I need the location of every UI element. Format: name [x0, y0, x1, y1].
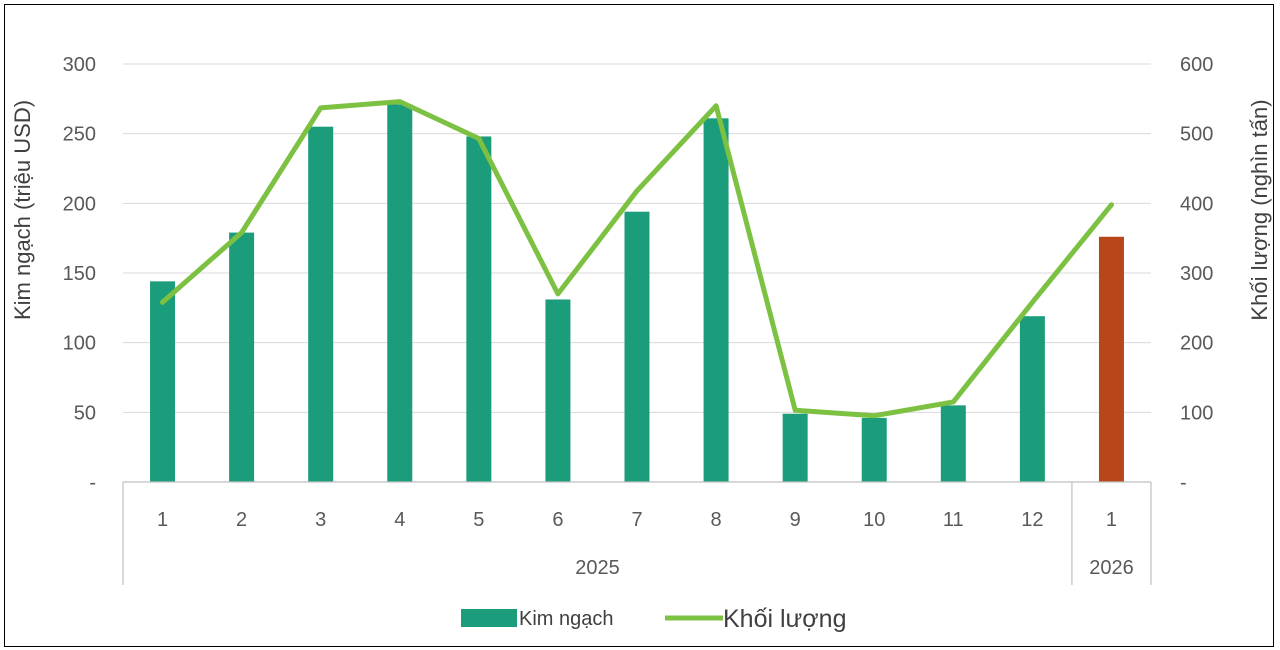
- x-tick-label: 8: [711, 509, 722, 531]
- x-tick-label: 6: [552, 509, 563, 531]
- y2-tick-label: 400: [1180, 193, 1213, 215]
- x-tick-label: 5: [473, 509, 484, 531]
- bar: [229, 232, 255, 482]
- bar: [940, 405, 966, 482]
- x-axis-ticks: 1 2 3 4 5 6 7 8 9 10 11 12 1: [157, 509, 1117, 531]
- bar: [861, 417, 887, 482]
- x-tick-label: 11: [943, 509, 964, 531]
- line-series: [160, 99, 1114, 419]
- right-axis-ticks: - 100 200 300 400 500 600: [1180, 54, 1213, 494]
- x-tick-label: 4: [394, 509, 405, 531]
- y-tick-label: 50: [74, 402, 96, 424]
- y-tick-label: 300: [63, 54, 96, 76]
- bar: [624, 211, 650, 482]
- bar: [1019, 316, 1045, 482]
- x-tick-label: 1: [1106, 509, 1117, 531]
- legend-swatch-bar: [461, 609, 517, 627]
- bar: [387, 104, 413, 482]
- left-axis-ticks: - 50 100 150 200 250 300: [63, 54, 96, 494]
- bar-series: [150, 104, 1124, 482]
- y-tick-label: 100: [63, 333, 96, 355]
- bar: [1098, 236, 1124, 482]
- y-tick-label: -: [89, 472, 96, 494]
- x-tick-label: 3: [315, 509, 326, 531]
- y2-tick-label: 200: [1180, 333, 1213, 355]
- bar: [466, 136, 492, 482]
- y-tick-label: 150: [63, 263, 96, 285]
- legend-label-line: Khối lượng: [723, 605, 846, 633]
- x-tick-label: 1: [157, 509, 168, 531]
- y2-tick-label: 500: [1180, 124, 1213, 146]
- x-tick-label: 10: [863, 509, 885, 531]
- group-label: 2026: [1089, 557, 1134, 579]
- y2-tick-label: 100: [1180, 402, 1213, 424]
- x-tick-label: 7: [631, 509, 642, 531]
- combo-chart: - 50 100 150 200 250 300 - 100 200 300 400 500 600 1…: [10, 54, 1272, 633]
- x-tick-label: 9: [790, 509, 801, 531]
- bar: [308, 126, 334, 482]
- bar: [782, 413, 808, 482]
- bar: [545, 299, 571, 482]
- y-tick-label: 200: [63, 193, 96, 215]
- x-axis-groups: 2025 2026: [575, 557, 1134, 579]
- y2-tick-label: 600: [1180, 54, 1213, 76]
- bar: [150, 281, 176, 482]
- x-tick-label: 2: [236, 509, 247, 531]
- legend-label-bar: Kim ngạch: [519, 608, 614, 630]
- x-tick-label: 12: [1021, 509, 1043, 531]
- right-axis-title: Khối lượng (nghìn tấn): [1247, 99, 1272, 320]
- legend: Kim ngạch Khối lượng: [461, 605, 846, 633]
- y-tick-label: 250: [63, 124, 96, 146]
- series-line: [160, 99, 1114, 419]
- y2-tick-label: 300: [1180, 263, 1213, 285]
- bar: [703, 118, 729, 482]
- group-label: 2025: [575, 557, 620, 579]
- y2-tick-label: -: [1180, 472, 1187, 494]
- axes: [122, 481, 1152, 585]
- left-axis-title: Kim ngạch (triệu USD): [10, 100, 35, 320]
- chart-frame: - 50 100 150 200 250 300 - 100 200 300 400 500 600 1…: [4, 4, 1274, 647]
